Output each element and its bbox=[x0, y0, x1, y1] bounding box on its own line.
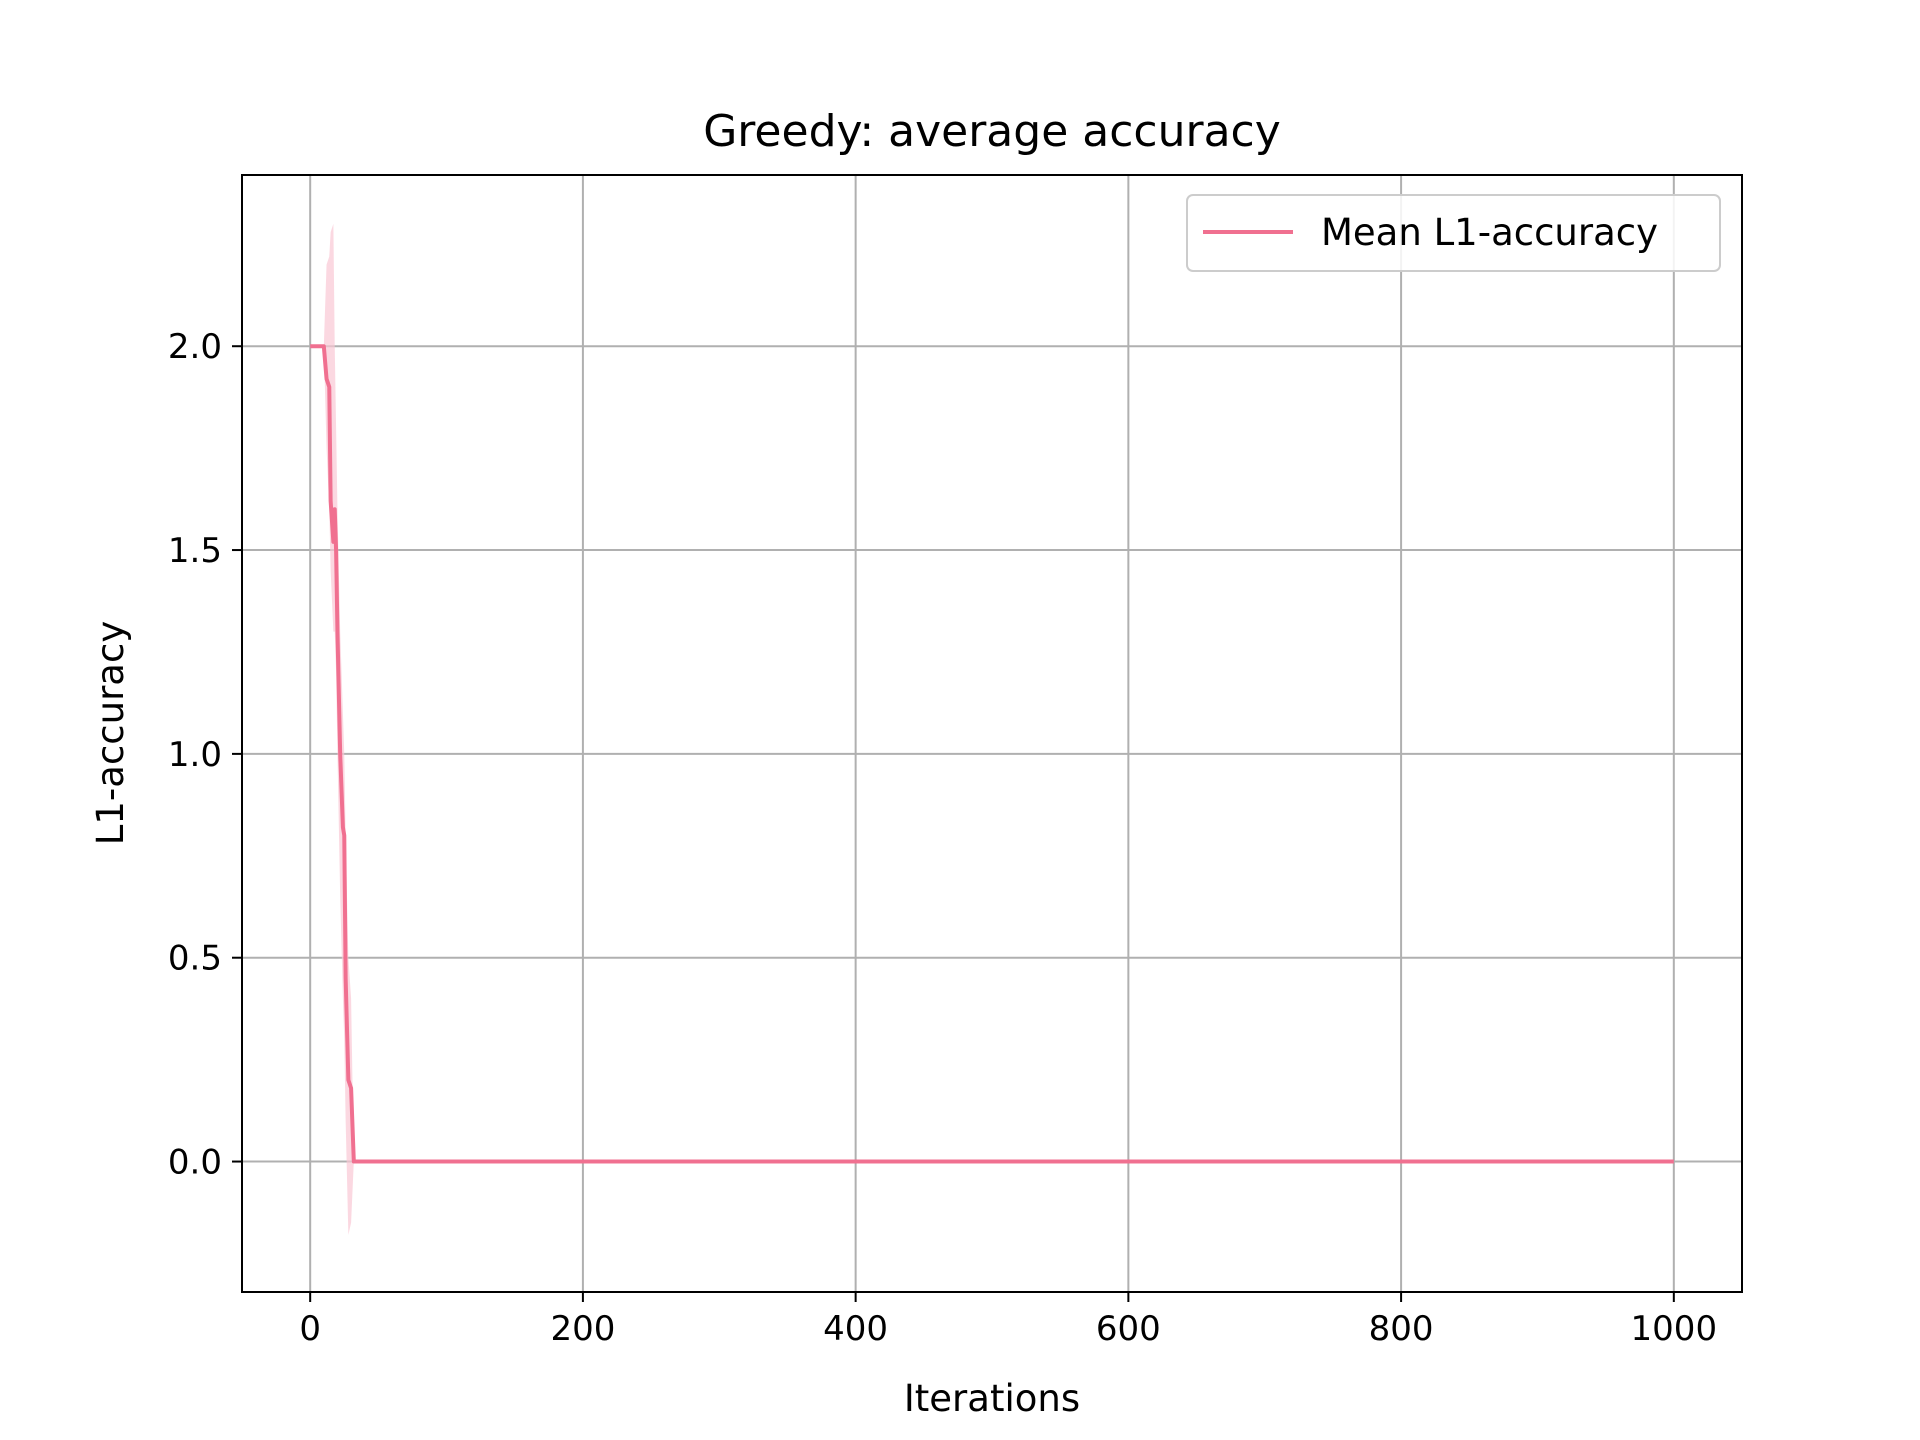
chart-title: Greedy: average accuracy bbox=[703, 106, 1281, 157]
x-tick-label: 200 bbox=[550, 1309, 615, 1349]
series-confidence-band bbox=[310, 223, 1674, 1235]
y-tick-label: 1.0 bbox=[168, 735, 222, 775]
x-tick-label: 600 bbox=[1096, 1309, 1161, 1349]
series-line bbox=[310, 344, 1674, 1164]
x-axis-label: Iterations bbox=[904, 1377, 1080, 1420]
x-tick-label: 0 bbox=[299, 1309, 321, 1349]
legend-label: Mean L1-accuracy bbox=[1321, 211, 1658, 254]
y-tick-label: 0.5 bbox=[168, 939, 222, 979]
grid bbox=[242, 175, 1742, 1292]
confidence-band-layer bbox=[310, 223, 1674, 1235]
legend: Mean L1-accuracy bbox=[1186, 194, 1721, 272]
y-tick-label: 2.0 bbox=[168, 327, 222, 367]
x-tick-label: 400 bbox=[823, 1309, 888, 1349]
y-tick-label: 1.5 bbox=[168, 531, 222, 571]
series-layer bbox=[310, 344, 1674, 1164]
x-axis: 0 200 400 600 800 1000 bbox=[299, 1292, 1717, 1349]
y-axis: 0.0 0.5 1.0 1.5 2.0 bbox=[168, 327, 242, 1183]
y-axis-label: L1-accuracy bbox=[89, 621, 132, 845]
x-tick-label: 1000 bbox=[1631, 1309, 1718, 1349]
plot-frame bbox=[241, 174, 1743, 1293]
x-tick-label: 800 bbox=[1369, 1309, 1434, 1349]
legend-box bbox=[1186, 194, 1721, 272]
y-tick-label: 0.0 bbox=[168, 1143, 222, 1183]
